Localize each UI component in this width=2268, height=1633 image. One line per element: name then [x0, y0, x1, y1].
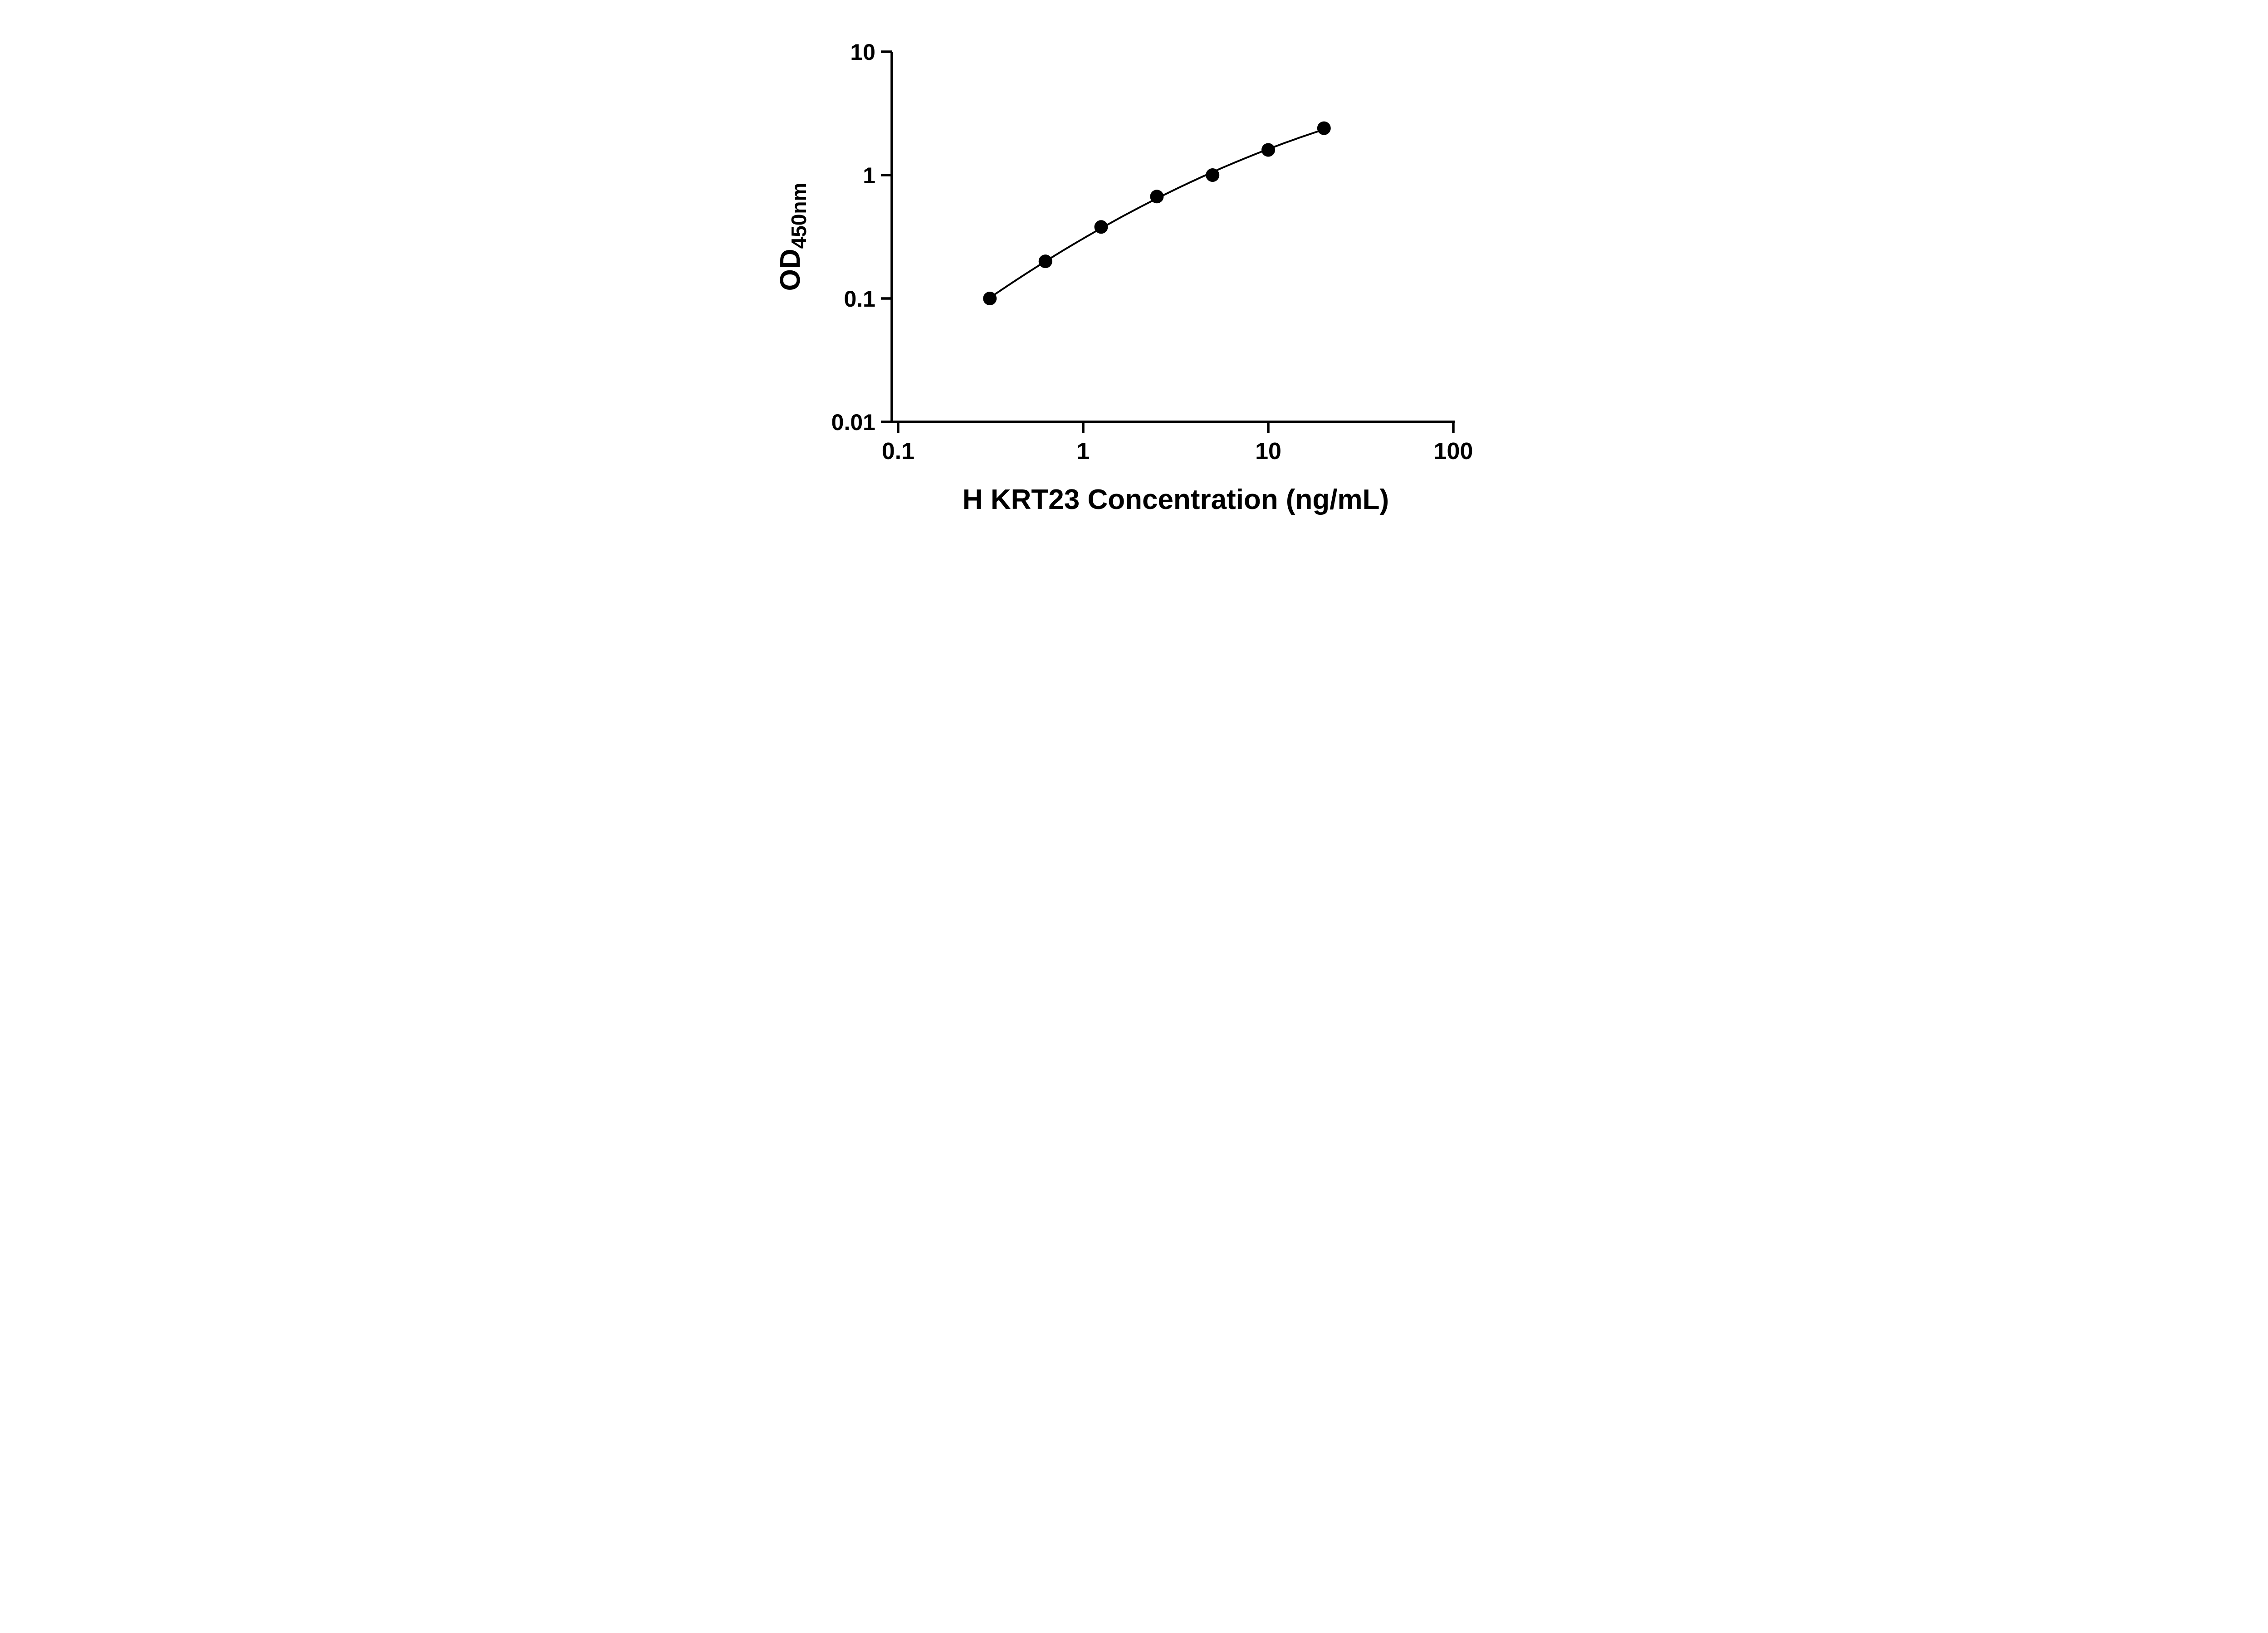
data-point	[1261, 143, 1275, 157]
chart-svg: 0.1 1 10 100 0.01 0.1 1 10 H KRT23 Concentratio…	[775, 39, 1473, 515]
data-point	[1317, 121, 1331, 135]
plot-layer: 0.1 1 10 100 0.01 0.1 1 10	[831, 39, 1473, 464]
fit-curve	[989, 128, 1325, 299]
y-tick-label: 1	[863, 163, 875, 188]
y-tick-label: 0.1	[844, 286, 875, 312]
x-tick-label: 1	[1077, 438, 1090, 464]
data-point	[983, 292, 997, 305]
x-tick-label: 0.1	[882, 438, 914, 464]
x-axis-label: H KRT23 Concentration (ng/mL)	[963, 484, 1389, 515]
data-point	[1094, 220, 1108, 234]
x-tick-label: 10	[1255, 438, 1281, 464]
data-point	[1150, 190, 1164, 204]
y-axis-label: OD450nm	[775, 183, 811, 291]
y-tick-label: 0.01	[831, 410, 875, 435]
y-tick-label: 10	[850, 39, 875, 65]
y-axis-label-main: OD	[775, 249, 806, 291]
chart-figure: 0.1 1 10 100 0.01 0.1 1 10 H KRT23 Concentratio…	[746, 0, 1522, 544]
y-axis-label-sub: 450nm	[787, 183, 811, 249]
data-point	[1038, 254, 1052, 269]
data-point	[1206, 168, 1220, 182]
x-tick-label: 100	[1434, 438, 1473, 464]
